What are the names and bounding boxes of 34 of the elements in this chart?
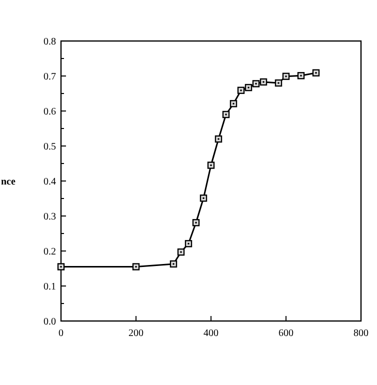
point [207, 162, 215, 169]
point [57, 263, 65, 270]
point [170, 260, 178, 268]
x-tick-label: 0 [58, 328, 64, 339]
point [200, 194, 208, 202]
y-tick-label: 0.2 [44, 246, 56, 258]
point [177, 248, 185, 256]
point [132, 263, 140, 270]
point [214, 135, 222, 143]
point [274, 79, 282, 87]
point [222, 110, 230, 118]
point [192, 219, 200, 226]
x-tick-label: 600 [278, 328, 294, 339]
point [260, 78, 268, 86]
point [184, 240, 192, 248]
point [230, 100, 238, 108]
y-tick-label: 0.3 [44, 212, 56, 222]
point [252, 80, 260, 88]
y-axis-title: nce [1, 176, 16, 188]
y-tick-label: 0.8 [44, 36, 56, 48]
point [297, 72, 305, 80]
y-tick-label: 0.5 [44, 142, 56, 152]
point [312, 69, 320, 76]
x-tick-label: 800 [354, 328, 368, 339]
y-tick-label: 0.7 [44, 72, 56, 82]
y-tick-label: 0.4 [44, 176, 56, 188]
y-tick-label: 0.6 [44, 106, 56, 118]
point [244, 84, 252, 92]
x-tick-label: 400 [204, 328, 218, 339]
y-tick-label: 0.0 [44, 316, 56, 328]
y-tick-label: 0.1 [44, 282, 56, 292]
point [237, 86, 245, 94]
x-tick-label: 200 [128, 328, 144, 339]
point [282, 72, 290, 80]
